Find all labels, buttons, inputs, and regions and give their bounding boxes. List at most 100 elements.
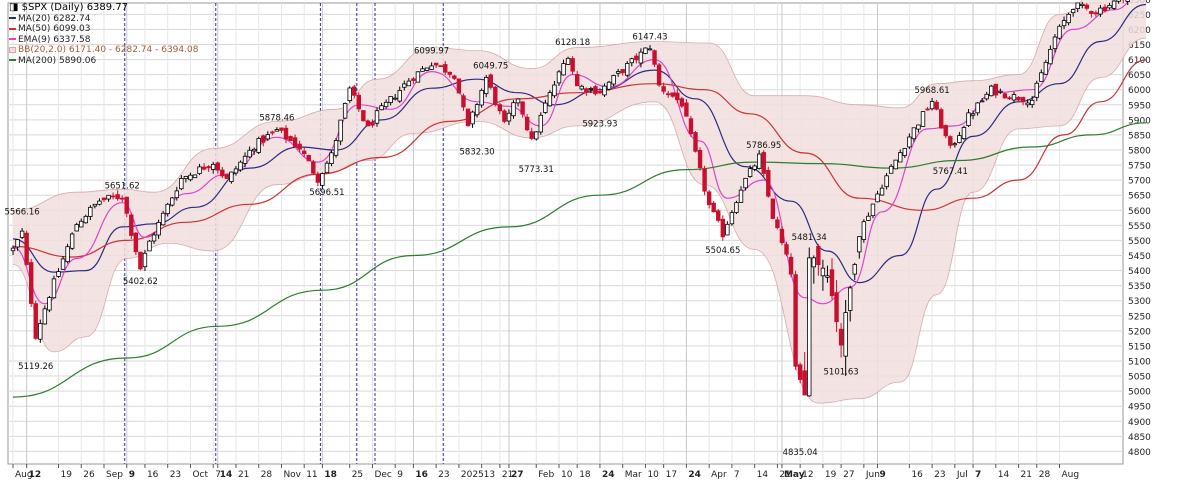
y-tick-label: 6000 (1128, 86, 1151, 96)
candle-body (779, 228, 785, 244)
x-tick-label: Aug (1062, 470, 1080, 480)
candle-body (634, 55, 639, 61)
series-line-ma50 (12, 59, 1147, 258)
candle-body (1098, 7, 1103, 15)
candle-body (984, 93, 989, 100)
x-tick-label: 9 (880, 470, 886, 480)
bollinger-upper-line (12, 0, 1083, 211)
candle-body (1125, 0, 1130, 2)
candle-body (374, 110, 380, 124)
candle-body (588, 88, 594, 90)
candle-body (729, 212, 735, 225)
y-tick-label: 4950 (1128, 403, 1151, 413)
candle-body (711, 202, 716, 213)
candle-body (579, 85, 584, 90)
candle-body (820, 267, 826, 277)
y-tick-label: 5700 (1128, 177, 1151, 187)
candlesticks (10, 0, 1130, 397)
candle-body (543, 102, 548, 113)
legend-label: MA(50) 6099.03 (18, 24, 91, 35)
series-line-ma200 (12, 122, 1147, 398)
x-tick-label: Dec (374, 470, 391, 480)
candle-body (902, 148, 907, 156)
candle-body (1011, 94, 1017, 101)
candle-body (206, 166, 211, 169)
candle-body (629, 58, 634, 64)
candle-body (675, 92, 680, 101)
candle-body (1007, 97, 1012, 100)
price-annotation: 5566.16 (5, 207, 40, 217)
candle-body (19, 230, 25, 238)
candle-body (706, 191, 712, 206)
x-tick-label: Apr (711, 470, 727, 480)
x-tick-label: May (784, 470, 805, 480)
legend-label: BB(20,2.0) 6171.40 - 6282.74 - 6394.08 (18, 45, 199, 56)
x-tick-label: 17 (666, 470, 677, 480)
candle-body (411, 78, 416, 81)
x-tick-label: 11 (306, 470, 317, 480)
candle-body (347, 87, 352, 101)
candle-body (461, 95, 466, 108)
price-annotation: 5504.65 (705, 246, 740, 256)
candle-body (497, 104, 503, 112)
candle-body (929, 101, 935, 110)
candle-body (420, 68, 425, 72)
candle-body (561, 63, 566, 76)
y-tick-label: 5950 (1128, 101, 1151, 111)
candle-body (520, 101, 525, 115)
candle-body (502, 110, 507, 122)
candle-body (534, 131, 539, 140)
candle-body (857, 236, 862, 253)
candle-body (948, 136, 953, 146)
candle-body (975, 102, 980, 114)
candle-body (961, 127, 967, 139)
candle-body (966, 112, 971, 126)
y-tick-label: 4900 (1128, 418, 1151, 428)
candle-body (834, 292, 839, 323)
candle-body (383, 101, 389, 108)
candle-body (338, 119, 343, 142)
x-tick-label: 10 (647, 470, 659, 480)
candle-body (197, 166, 202, 174)
candle-body (315, 173, 321, 183)
candle-body (848, 287, 853, 311)
candle-body (761, 152, 766, 174)
candle-body (1102, 6, 1108, 11)
candle-body (120, 197, 125, 200)
candle-body (283, 127, 289, 140)
candle-body (424, 67, 430, 71)
candle-body (807, 257, 812, 397)
price-annotations: 5566.16 5119.26 5651.62 5402.62 5878.46 5696.… (5, 32, 968, 458)
candle-body (60, 258, 66, 270)
candle-body (352, 86, 357, 96)
candle-body (734, 202, 739, 213)
candle-body (611, 75, 616, 85)
chart-icon: ◨ (9, 2, 19, 13)
candle-body (597, 91, 603, 94)
candle-body (970, 113, 976, 116)
candle-body (870, 203, 876, 217)
y-tick-label: 4850 (1128, 433, 1151, 443)
candle-body (916, 124, 921, 130)
legend-entry-ema9: EMA(9) 6337.58 (9, 35, 198, 46)
candle-body (402, 83, 407, 88)
candle-body (575, 74, 580, 87)
candle-body (552, 84, 557, 97)
candle-body (666, 93, 671, 96)
bollinger-lower-line (12, 37, 1147, 404)
candle-body (866, 215, 871, 221)
candle-body (989, 85, 994, 97)
x-tick-label: 23 (934, 470, 945, 480)
candle-body (51, 278, 57, 299)
candle-body (83, 215, 88, 224)
price-annotation: 5101.63 (824, 367, 859, 377)
legend-label: MA(20) 6282.74 (18, 13, 91, 24)
y-tick-label: 5300 (1128, 297, 1151, 307)
candle-body (911, 127, 917, 140)
candle-body (443, 64, 448, 73)
candle-body (825, 275, 830, 278)
price-annotation: 5767.41 (933, 167, 968, 177)
y-tick-label: 6050 (1128, 71, 1151, 81)
x-tick-label: Jun (865, 470, 880, 480)
price-annotation: 5923.93 (582, 120, 617, 130)
